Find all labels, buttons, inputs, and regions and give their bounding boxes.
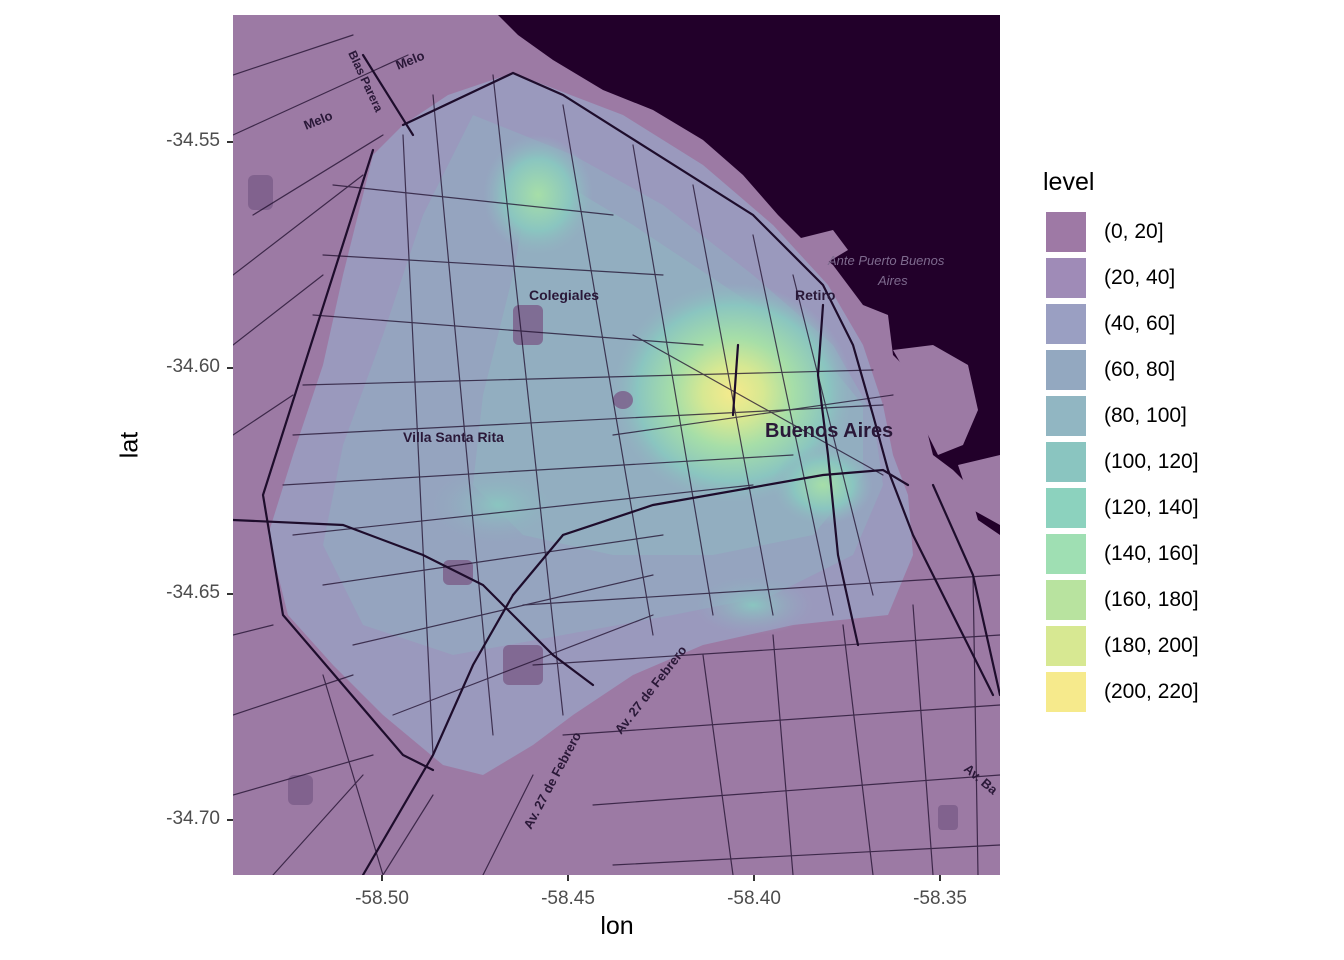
legend-swatch: [1045, 303, 1087, 345]
legend-label: (60, 80]: [1104, 358, 1176, 381]
map-label-retiro: Retiro: [795, 287, 835, 303]
x-tick-mark: [381, 875, 383, 881]
legend-label: (0, 20]: [1104, 220, 1164, 243]
legend-item: (140, 160]: [1043, 533, 1199, 579]
legend-swatch: [1045, 671, 1087, 713]
x-tick-label: -58.40: [727, 888, 781, 909]
legend-item: (180, 200]: [1043, 625, 1199, 671]
x-tick-mark: [753, 875, 755, 881]
y-tick-mark: [227, 593, 233, 595]
legend-swatch: [1045, 441, 1087, 483]
map-label-villa-santa-rita: Villa Santa Rita: [403, 429, 504, 445]
x-axis-title: lon: [600, 912, 634, 940]
map-label-colegiales: Colegiales: [529, 287, 599, 303]
legend-title: level: [1043, 168, 1095, 196]
y-tick-label: -34.65: [166, 582, 220, 603]
legend-label: (180, 200]: [1104, 634, 1199, 657]
legend-label: (80, 100]: [1104, 404, 1187, 427]
coast-piece: [958, 455, 1000, 525]
legend-item: (40, 60]: [1043, 303, 1175, 349]
legend-swatch: [1045, 625, 1087, 667]
legend-label: (140, 160]: [1104, 542, 1199, 565]
x-tick-label: -58.35: [913, 888, 967, 909]
legend-swatch: [1045, 487, 1087, 529]
river-water: [498, 15, 1000, 535]
map-label-ante-puerto-1: Ante Puerto Buenos: [827, 253, 945, 268]
legend-item: (60, 80]: [1043, 349, 1175, 395]
x-tick-label: -58.45: [541, 888, 595, 909]
legend-item: (120, 140]: [1043, 487, 1199, 533]
density-hotspot-sw: [693, 575, 813, 635]
density-peak: [613, 283, 853, 503]
legend-label: (120, 140]: [1104, 496, 1199, 519]
map-svg: Melo Melo Blas Parera Colegiales Retiro …: [233, 15, 1000, 875]
legend-swatch: [1045, 533, 1087, 575]
legend: level (0, 20] (20, 40] (40, 60] (60, 80]…: [1043, 168, 1199, 717]
map-label-buenos-aires: Buenos Aires: [765, 420, 893, 442]
y-tick-label: -34.55: [166, 130, 220, 151]
legend-swatch: [1045, 257, 1087, 299]
y-tick-label: -34.60: [166, 356, 220, 377]
legend-item: (100, 120]: [1043, 441, 1199, 487]
harbor-piece: [793, 230, 848, 265]
density-hotspot-north: [483, 135, 593, 255]
x-tick-mark: [567, 875, 569, 881]
road-network: [233, 34, 1000, 875]
y-tick-mark: [227, 141, 233, 143]
map-label-ante-puerto-2: Aires: [877, 273, 908, 288]
y-tick-label: -34.70: [166, 808, 220, 829]
legend-item: (160, 180]: [1043, 579, 1199, 625]
legend-swatch: [1045, 395, 1087, 437]
legend-item: (0, 20]: [1043, 211, 1164, 257]
legend-swatch: [1045, 211, 1087, 253]
y-tick-mark: [227, 819, 233, 821]
x-tick-label: -58.50: [355, 888, 409, 909]
density-hotspot-south: [773, 445, 873, 525]
legend-swatch: [1045, 349, 1087, 391]
legend-item: (200, 220]: [1043, 671, 1199, 717]
legend-label: (100, 120]: [1104, 450, 1199, 473]
y-axis-title: lat: [115, 431, 144, 459]
port-land: [893, 345, 978, 455]
legend-label: (160, 180]: [1104, 588, 1199, 611]
legend-item: (20, 40]: [1043, 257, 1175, 303]
y-tick-mark: [227, 367, 233, 369]
legend-label: (200, 220]: [1104, 680, 1199, 703]
legend-label: (20, 40]: [1104, 266, 1176, 289]
legend-swatch: [1045, 579, 1087, 621]
legend-label: (40, 60]: [1104, 312, 1176, 335]
legend-item: (80, 100]: [1043, 395, 1187, 441]
map-panel[interactable]: Melo Melo Blas Parera Colegiales Retiro …: [233, 15, 1000, 875]
density-hotspot-west: [428, 465, 568, 545]
x-tick-mark: [939, 875, 941, 881]
